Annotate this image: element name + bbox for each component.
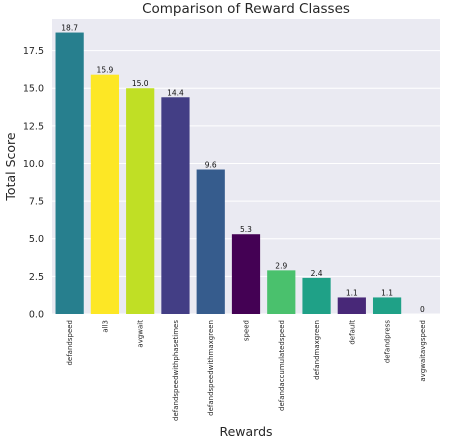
y-tick-label: 2.5 (29, 272, 44, 283)
bar (196, 169, 225, 314)
bar (337, 297, 366, 314)
data-label: 15.0 (132, 79, 149, 88)
x-tick-label: defandspeedwithmaxgreen (207, 320, 215, 416)
chart-title: Comparison of Reward Classes (142, 1, 350, 17)
x-tick-label: avgwait (137, 320, 145, 348)
x-tick-label: defandpress (384, 320, 392, 364)
y-axis-label: Total Score (3, 132, 18, 201)
bar (55, 32, 84, 314)
x-axis-ticks: defandspeed all3 avgwait defandspeedwithpha… (66, 320, 427, 421)
x-tick-label: defandspeedwithphasetimes (172, 320, 180, 421)
data-label: 1.1 (346, 288, 358, 297)
bar (126, 88, 155, 314)
x-tick-label: defandspeed (66, 320, 74, 366)
y-axis-ticks: 0.0 2.5 5.0 7.5 10.0 12.5 15.0 17.5 (23, 46, 44, 320)
x-tick-label: defandaccumulatedspeed (278, 320, 286, 411)
data-label: 15.9 (97, 66, 114, 75)
x-tick-label: avgwaitavgspeed (419, 320, 427, 382)
data-label: 9.6 (205, 161, 217, 170)
bar (90, 74, 120, 314)
x-tick-label: default (348, 320, 356, 345)
data-label: 5.3 (240, 225, 252, 234)
x-axis-label: Rewards (219, 424, 272, 439)
bar (267, 270, 296, 314)
y-tick-label: 12.5 (23, 121, 44, 132)
y-tick-label: 15.0 (23, 84, 44, 95)
x-tick-label: defandmaxgreen (313, 320, 321, 380)
y-tick-label: 10.0 (23, 159, 44, 170)
y-tick-label: 5.0 (29, 234, 44, 245)
y-tick-label: 7.5 (29, 197, 44, 208)
data-label: 2.4 (311, 269, 323, 278)
bar (231, 234, 261, 314)
bar (302, 277, 331, 314)
data-label: 0 (420, 305, 425, 314)
x-tick-label: all3 (101, 320, 109, 333)
y-tick-label: 17.5 (23, 46, 44, 57)
data-label: 14.4 (167, 88, 184, 97)
data-label: 2.9 (275, 261, 287, 270)
x-tick-label: speed (243, 320, 251, 341)
bar (161, 97, 190, 314)
bar (372, 297, 402, 314)
data-labels: 18.7 15.9 15.0 14.4 9.6 5.3 2.9 2.4 1.1 1.1 0 (61, 24, 425, 314)
data-label: 18.7 (61, 24, 78, 33)
bars (55, 32, 402, 314)
y-tick-label: 0.0 (29, 310, 44, 321)
data-label: 1.1 (381, 288, 393, 297)
